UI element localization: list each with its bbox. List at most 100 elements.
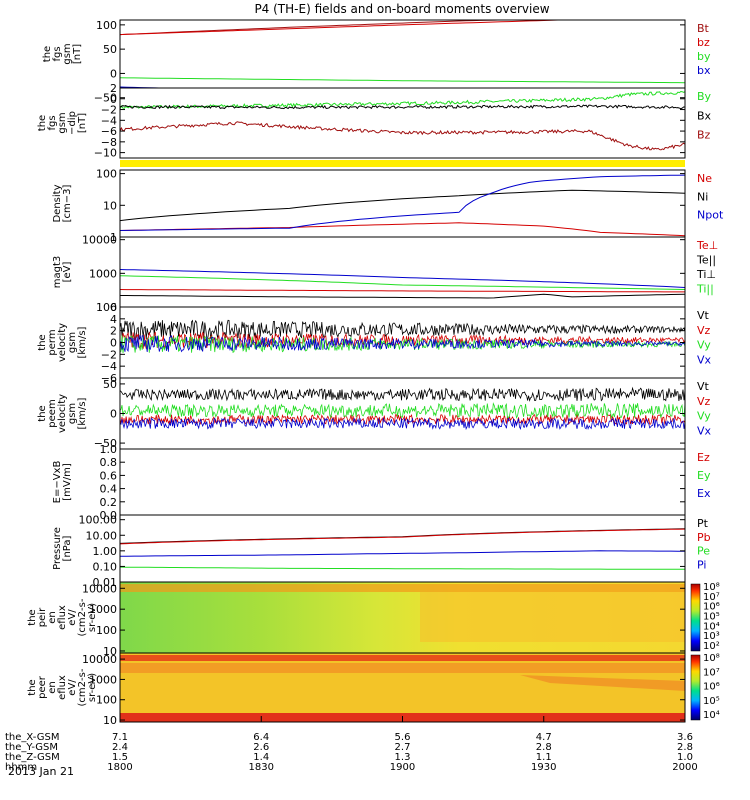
y-tick-label: 0.10 [93, 560, 118, 573]
colorbar-label: 10⁷ [703, 592, 720, 603]
colorbar-peir_eflux [690, 583, 701, 652]
colorbar-label: 10² [703, 641, 720, 652]
x-tick-label: 1930 [531, 762, 556, 773]
x-tick-label: 1900 [390, 762, 415, 773]
colorbar-label: 10⁸ [703, 653, 720, 664]
x-tick-label: 3.6 [677, 732, 693, 743]
y-axis-label: sr-eV) [87, 603, 98, 632]
colorbar-label: 10⁶ [703, 602, 720, 613]
legend-vy: Vy [697, 410, 711, 423]
x-tick-label: 2.4 [112, 742, 128, 753]
y-axis-label: peer [37, 675, 48, 699]
y-axis-label: E=−VxB [52, 461, 63, 504]
plot-area-pressure [120, 528, 685, 570]
panel-frame [119, 87, 686, 159]
series-by [120, 77, 685, 84]
y-axis-label: en [47, 611, 58, 624]
series-bt [120, 20, 516, 36]
y-tick-label: 0.2 [100, 496, 118, 509]
x-tick-label: 2.8 [536, 742, 552, 753]
panel-peer_eflux: 10⁸ 10⁷ 10⁶ 10⁵ 10⁴ 10000 1000 100 10 the peer en ef… [27, 652, 720, 727]
x-tick-label: 6.4 [253, 732, 269, 743]
plot-area-fgs_gsm_dip [120, 90, 685, 151]
spectrogram-band [120, 663, 685, 673]
plot-area-peem_velocity [120, 386, 685, 431]
legend-vt: Vt [697, 380, 710, 393]
series-pi [120, 550, 685, 557]
y-axis-label: the [27, 679, 38, 695]
y-tick-label: 10 [103, 714, 117, 727]
legend-ex: Ex [697, 487, 711, 500]
spectrogram-feature [520, 675, 685, 691]
y-axis-label: velocity [57, 394, 68, 433]
y-axis-label: peir [37, 607, 48, 627]
y-axis-label: the [37, 115, 48, 131]
legend-vz: Vz [697, 324, 711, 337]
y-tick-label: 0 [110, 337, 117, 350]
y-tick-label: 0.6 [100, 469, 118, 482]
y-axis-label: the [42, 46, 53, 62]
legend-ey: Ey [697, 469, 711, 482]
colorbar-label: 10³ [703, 631, 720, 642]
series-vt [120, 386, 685, 402]
y-axis-label: Density [52, 184, 63, 222]
y-tick-label: 10 [103, 645, 117, 658]
y-tick-label: 50 [103, 378, 117, 391]
series-vx [120, 335, 685, 353]
colorbar-peer_eflux [690, 654, 701, 721]
legend-pt: Pt [697, 517, 709, 530]
y-tick-label: 100 [96, 301, 117, 314]
plot-area-perm_velocity [120, 319, 685, 354]
y-axis-label: eflux [57, 675, 68, 700]
plot-area-temperature [120, 269, 685, 299]
legend-vz: Vz [697, 395, 711, 408]
y-axis-label: eflux [57, 605, 68, 630]
y-axis-label: perm [47, 329, 58, 355]
y-tick-label: −4 [101, 114, 117, 127]
panel-fgs_gsm_dip: 20−2−4−6−8−10 the fgs gsm −dip [nT] By Bx Bz [37, 82, 712, 160]
series-te|| [120, 293, 685, 299]
panel-pressure: 100.00 10.00 1.00 0.10 0.01 Pressure [nPa] PtPb… [52, 514, 711, 589]
legend-ti⊥: Ti⊥ [696, 268, 716, 281]
y-tick-label: 10000 [82, 653, 117, 666]
colorbar-label: 10⁴ [703, 621, 720, 632]
legend-bz: Bz [697, 129, 711, 142]
series-bz [120, 20, 576, 36]
y-tick-label: −6 [101, 125, 117, 138]
series-bz [120, 121, 685, 151]
y-tick-label: 2 [110, 325, 117, 338]
legend-ni: Ni [697, 190, 708, 203]
y-tick-label: 100 [96, 624, 117, 637]
plot-area-fgs_gsm [120, 20, 685, 88]
y-tick-label: 1.00 [93, 545, 118, 558]
y-tick-label: −8 [101, 136, 117, 149]
series-vy [120, 402, 685, 419]
y-axis-label: [cm−3] [62, 185, 73, 223]
panel-frame [119, 19, 686, 89]
y-tick-label: 1.0 [100, 443, 118, 456]
plot-area-peir_eflux [120, 582, 685, 653]
legend-vx: Vx [697, 424, 712, 437]
y-tick-label: 0.01 [93, 576, 118, 589]
y-tick-label: 100 [96, 19, 117, 32]
y-tick-label: −50 [94, 437, 117, 450]
y-axis-label: eV/ [67, 679, 78, 696]
spectrogram-band [420, 592, 685, 642]
legend-bx: Bx [697, 109, 712, 122]
date-label: 2013 Jan 21 [8, 765, 74, 778]
x-row-label: the_Y-GSM [5, 742, 58, 753]
legend-vy: Vy [697, 339, 711, 352]
y-tick-label: 10000 [82, 582, 117, 595]
x-row-label: the_X-GSM [5, 732, 59, 743]
legend-ez: Ez [697, 451, 710, 464]
y-axis-label: [km/s] [77, 397, 88, 429]
y-axis-label: gsm [67, 332, 78, 353]
panel-frame [119, 448, 686, 516]
y-axis-label: −dip [67, 111, 78, 135]
x-tick-label: 4.7 [536, 732, 552, 743]
y-tick-label: 1000 [89, 673, 117, 686]
